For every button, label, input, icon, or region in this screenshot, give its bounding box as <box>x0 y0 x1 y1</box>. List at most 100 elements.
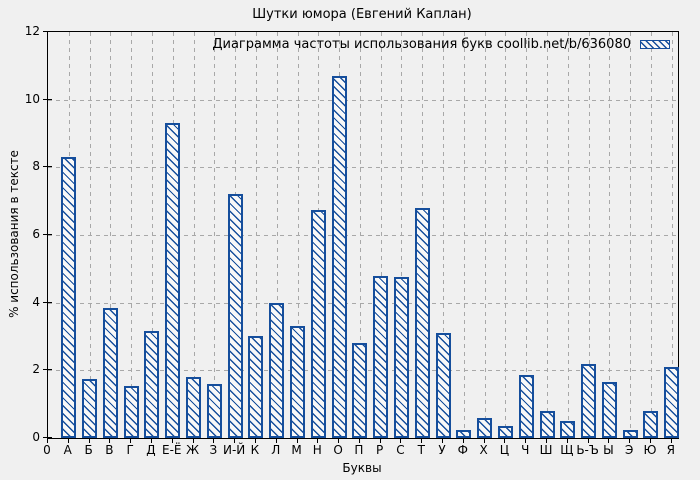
x-tick-label: З <box>209 443 218 457</box>
x-tick-label: Ь-Ъ <box>576 443 599 457</box>
bar-М <box>290 326 305 438</box>
vertical-gridline <box>110 32 111 438</box>
x-tick-label: Э <box>624 443 634 457</box>
x-tick-label: Щ <box>560 443 574 457</box>
vertical-gridline <box>672 32 673 438</box>
horizontal-gridline <box>48 167 678 168</box>
y-tick-label: 0 <box>32 430 40 444</box>
x-tick-mark <box>130 438 131 443</box>
bar-К <box>248 336 263 438</box>
x-tick-mark <box>172 438 173 443</box>
x-tick-mark <box>338 438 339 443</box>
x-tick-label: Ы <box>603 443 614 457</box>
y-tick-label: 4 <box>32 295 40 309</box>
horizontal-gridline <box>48 303 678 304</box>
x-tick-mark <box>109 438 110 443</box>
x-tick-mark <box>359 438 360 443</box>
x-tick-label: Л <box>271 443 281 457</box>
x-tick-mark <box>317 438 318 443</box>
plot-area: Диаграмма частоты использования букв coo… <box>47 31 679 439</box>
bar-З <box>207 384 222 438</box>
bar-Х <box>477 418 492 438</box>
y-tick-mark <box>43 166 52 167</box>
bar-Е-Ё <box>165 123 180 438</box>
x-tick-label: Т <box>417 443 425 457</box>
vertical-gridline <box>526 32 527 438</box>
x-tick-label: А <box>63 443 72 457</box>
x-tick-label: Я <box>666 443 675 457</box>
bar-И-Й <box>228 194 243 438</box>
bar-У <box>436 333 451 438</box>
x-tick-label: Ч <box>521 443 530 457</box>
vertical-gridline <box>131 32 132 438</box>
bar-А <box>61 157 76 438</box>
y-tick-label: 12 <box>24 24 40 38</box>
x-tick-mark <box>525 438 526 443</box>
bar-Г <box>124 386 139 438</box>
vertical-gridline <box>568 32 569 438</box>
vertical-gridline <box>443 32 444 438</box>
vertical-gridline <box>401 32 402 438</box>
x-tick-label: Ф <box>457 443 468 457</box>
x-tick-mark <box>151 438 152 443</box>
y-axis-label: % использования в тексте <box>7 150 21 318</box>
y-tick-mark <box>43 437 52 438</box>
bar-В <box>103 308 118 438</box>
x-tick-label: Н <box>312 443 322 457</box>
x-tick-mark <box>671 438 672 443</box>
vertical-gridline <box>547 32 548 438</box>
x-tick-mark <box>567 438 568 443</box>
x-tick-mark <box>400 438 401 443</box>
vertical-gridline <box>298 32 299 438</box>
horizontal-gridline <box>48 100 678 101</box>
x-tick-mark <box>546 438 547 443</box>
x-tick-label: К <box>250 443 260 457</box>
x-tick-label: Ж <box>186 443 199 457</box>
x-tick-mark <box>234 438 235 443</box>
x-tick-label: О <box>333 443 343 457</box>
x-tick-label: М <box>291 443 302 457</box>
vertical-gridline <box>609 32 610 438</box>
y-tick-label: 2 <box>32 362 40 376</box>
legend-hatch-swatch-icon <box>640 39 670 49</box>
x-tick-mark <box>193 438 194 443</box>
x-tick-mark <box>588 438 589 443</box>
x-tick-label: Е-Ё <box>162 443 182 457</box>
y-tick-label: 10 <box>24 92 40 106</box>
bar-Б <box>82 379 97 438</box>
x-tick-mark <box>421 438 422 443</box>
x-tick-label: Г <box>126 443 134 457</box>
x-tick-label: Ц <box>499 443 510 457</box>
bar-О <box>332 76 347 438</box>
bar-Щ <box>560 421 575 438</box>
bar-С <box>394 277 409 438</box>
bar-Ж <box>186 377 201 438</box>
x-tick-label: Ю <box>643 443 657 457</box>
x-tick-mark <box>89 438 90 443</box>
bar-П <box>352 343 367 438</box>
x-tick-mark <box>650 438 651 443</box>
x-tick-mark <box>629 438 630 443</box>
bar-Я <box>664 367 679 438</box>
x-tick-label: П <box>354 443 364 457</box>
y-tick-mark <box>43 31 52 32</box>
x-tick-mark <box>68 438 69 443</box>
legend-label: Диаграмма частоты использования букв coo… <box>212 36 631 52</box>
chart-title: Шутки юмора (Евгений Каплан) <box>252 7 472 22</box>
x-tick-label: Д <box>146 443 156 457</box>
vertical-gridline <box>277 32 278 438</box>
y-tick-mark <box>43 302 52 303</box>
vertical-gridline <box>152 32 153 438</box>
x-tick-label: Б <box>84 443 93 457</box>
bar-Ю <box>643 411 658 438</box>
x-tick-mark <box>276 438 277 443</box>
x-tick-label: И-Й <box>222 443 246 457</box>
bar-Р <box>373 276 388 438</box>
x-tick-label: Х <box>479 443 488 457</box>
bar-Т <box>415 208 430 438</box>
x-tick-mark <box>47 438 48 443</box>
x-tick-label: Р <box>376 443 384 457</box>
y-tick-label: 6 <box>32 227 40 241</box>
vertical-gridline <box>214 32 215 438</box>
